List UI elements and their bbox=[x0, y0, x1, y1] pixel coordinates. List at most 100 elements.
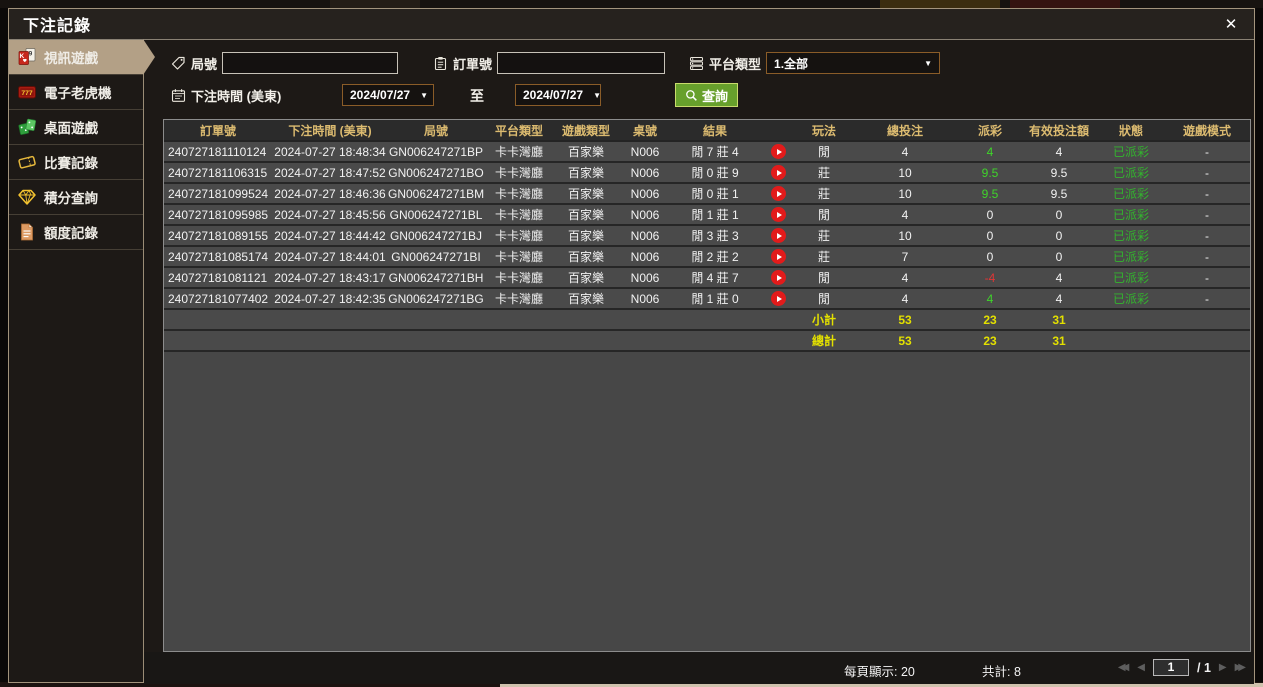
sidebar-item-points-query[interactable]: 積分查詢 bbox=[9, 180, 143, 215]
order-number-input[interactable] bbox=[497, 52, 666, 74]
cell-bet-time: 2024-07-27 18:43:17 bbox=[274, 270, 386, 285]
cell-platform-type: 卡卡灣廳 bbox=[494, 187, 543, 201]
cell-game-type: 百家樂 bbox=[567, 292, 604, 306]
cell-total-bet: 4 bbox=[901, 270, 909, 285]
platform-type-select[interactable]: 1.全部 ▼ bbox=[766, 52, 941, 74]
cell-play-type: 閒 bbox=[817, 145, 830, 159]
first-page-icon[interactable]: ◀◀ bbox=[1117, 662, 1130, 673]
background-page-top-strip bbox=[0, 0, 1263, 8]
cell-round-number: GN006247271BP bbox=[388, 144, 484, 159]
prev-page-icon[interactable]: ◀ bbox=[1137, 662, 1145, 673]
play-video-button[interactable] bbox=[770, 207, 786, 222]
search-icon bbox=[686, 89, 697, 101]
cell-valid-bet: 0 bbox=[1055, 249, 1063, 264]
cell-valid-bet: 9.5 bbox=[1050, 165, 1068, 180]
page-number-input[interactable]: 1 bbox=[1153, 659, 1189, 676]
platform-type-selected-value: 1.全部 bbox=[774, 56, 809, 71]
cell-payout: 9.5 bbox=[981, 186, 999, 201]
sidebar-item-label: 桌面遊戲 bbox=[44, 121, 98, 136]
platform-list-icon bbox=[690, 56, 703, 70]
svg-text:9: 9 bbox=[29, 51, 33, 58]
sidebar-item-video-games[interactable]: 9 K 視訊遊戲 bbox=[9, 40, 143, 75]
cell-play-video bbox=[758, 228, 798, 243]
cell-platform-type: 卡卡灣廳 bbox=[494, 292, 543, 306]
sidebar-item-label: 視訊遊戲 bbox=[44, 51, 98, 66]
cell-game-mode: - bbox=[1205, 144, 1209, 159]
cell-order-number: 240727181106315 bbox=[168, 165, 268, 180]
cell-bet-time: 2024-07-27 18:44:42 bbox=[274, 228, 386, 243]
cell-result: 閒 0 莊 1 bbox=[691, 187, 739, 201]
cell-bet-time: 2024-07-27 18:42:35 bbox=[274, 291, 386, 306]
query-button-label: 查詢 bbox=[702, 88, 729, 104]
column-header: 下注時間 (美東) bbox=[288, 123, 372, 138]
cell-order-number: 240727181081121 bbox=[168, 270, 268, 285]
order-number-filter: 訂單號 bbox=[433, 51, 666, 75]
cell-game-type: 百家樂 bbox=[567, 271, 604, 285]
cell-play-type: 莊 bbox=[817, 166, 830, 180]
cell-status: 已派彩 bbox=[1112, 166, 1149, 180]
table-row: 240727181099524 2024-07-27 18:46:36 GN0062… bbox=[164, 184, 1250, 205]
sidebar-item-match-records[interactable]: 比賽記錄 bbox=[9, 145, 143, 180]
play-video-button[interactable] bbox=[770, 270, 786, 285]
date-from-value: 2024/07/27 bbox=[350, 88, 411, 102]
cell-total-bet-sum: 53 bbox=[898, 333, 912, 348]
cell-valid-bet-sum: 31 bbox=[1052, 333, 1066, 348]
grand-total-row: 總計 53 23 31 bbox=[164, 331, 1250, 352]
sidebar-item-label: 額度記錄 bbox=[44, 226, 98, 241]
cell-payout: 0 bbox=[986, 228, 994, 243]
column-header: 桌號 bbox=[632, 123, 657, 138]
date-to-select[interactable]: 2024/07/27 ▼ bbox=[515, 84, 601, 106]
cell-status: 已派彩 bbox=[1112, 271, 1149, 285]
cell-order-number: 240727181095985 bbox=[168, 207, 269, 222]
cell-result: 閒 1 莊 1 bbox=[691, 208, 739, 222]
slot-777-icon: 777 bbox=[18, 86, 36, 99]
cell-valid-bet: 0 bbox=[1055, 207, 1063, 222]
svg-text:K: K bbox=[20, 53, 25, 60]
playing-cards-icon: 9 K bbox=[18, 48, 36, 65]
cell-valid-bet-sum: 31 bbox=[1052, 312, 1066, 327]
date-from-select[interactable]: 2024/07/27 ▼ bbox=[342, 84, 434, 106]
ticket-icon bbox=[18, 155, 36, 169]
cell-total-label: 總計 bbox=[811, 334, 836, 348]
play-video-button[interactable] bbox=[770, 249, 786, 264]
cell-game-mode: - bbox=[1205, 249, 1209, 264]
cell-valid-bet: 9.5 bbox=[1050, 186, 1068, 201]
play-video-button[interactable] bbox=[770, 144, 786, 159]
cell-order-number: 240727181089155 bbox=[168, 228, 269, 243]
play-video-button[interactable] bbox=[770, 165, 786, 180]
cell-result: 閒 3 莊 3 bbox=[691, 229, 739, 243]
play-video-button[interactable] bbox=[770, 228, 786, 243]
cell-bet-time: 2024-07-27 18:44:01 bbox=[274, 249, 386, 264]
cell-result: 閒 1 莊 0 bbox=[691, 292, 739, 306]
play-video-button[interactable] bbox=[770, 291, 786, 306]
query-button[interactable]: 查詢 bbox=[675, 83, 739, 107]
next-page-icon[interactable]: ▶ bbox=[1218, 662, 1227, 673]
cell-play-type: 閒 bbox=[817, 271, 830, 285]
bet-time-label: 下注時間 (美東) bbox=[191, 88, 282, 104]
round-number-input[interactable] bbox=[222, 52, 399, 74]
table-row: 240727181077402 2024-07-27 18:42:35 GN0062… bbox=[164, 289, 1250, 310]
column-header: 總投注 bbox=[886, 123, 923, 138]
cell-result: 閒 4 莊 7 bbox=[691, 271, 739, 285]
background-page-bottom-strip bbox=[0, 682, 1263, 687]
cell-round-number: GN006247271BO bbox=[388, 165, 484, 180]
cell-play-video bbox=[758, 249, 798, 264]
platform-type-label: 平台類型 bbox=[709, 56, 762, 72]
sidebar-item-quota-records[interactable]: 額度記錄 bbox=[9, 215, 143, 250]
sidebar-item-slots[interactable]: 777 電子老虎機 bbox=[9, 75, 143, 110]
cell-status: 已派彩 bbox=[1112, 292, 1149, 306]
cell-total-bet: 7 bbox=[901, 249, 909, 264]
sidebar-item-table-games[interactable]: 桌面遊戲 bbox=[9, 110, 143, 145]
last-page-icon[interactable]: ▶▶ bbox=[1234, 662, 1247, 673]
cell-play-video bbox=[758, 270, 798, 285]
date-range-to-label: 至 bbox=[470, 88, 484, 104]
play-video-button[interactable] bbox=[770, 186, 786, 201]
table-row: 240727181081121 2024-07-27 18:43:17 GN0062… bbox=[164, 268, 1250, 289]
close-icon[interactable]: ✕ bbox=[1224, 16, 1238, 33]
cell-payout-sum: 23 bbox=[983, 312, 997, 327]
cell-order-number: 240727181099524 bbox=[168, 186, 269, 201]
cell-platform-type: 卡卡灣廳 bbox=[494, 271, 543, 285]
cell-payout: 4 bbox=[986, 291, 994, 306]
svg-text:777: 777 bbox=[21, 90, 33, 97]
column-header: 遊戲類型 bbox=[561, 123, 610, 138]
